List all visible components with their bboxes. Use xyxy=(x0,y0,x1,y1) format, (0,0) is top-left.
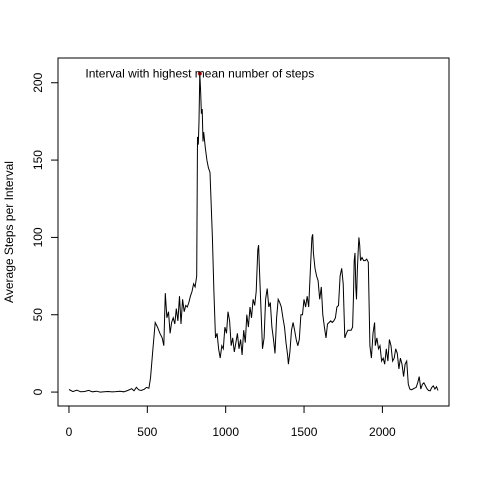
plot-frame xyxy=(57,57,450,407)
y-tick-label-0: 0 xyxy=(31,388,45,395)
max-annotation-label: Interval with highest mean number of ste… xyxy=(85,66,314,80)
y-tick-label-2: 100 xyxy=(31,227,45,247)
x-tick-label-2: 1000 xyxy=(212,425,239,439)
x-tick-label-1: 500 xyxy=(137,425,157,439)
series-line xyxy=(68,73,439,393)
y-tick-label-1: 50 xyxy=(31,308,45,322)
x-tick-label-4: 2000 xyxy=(369,425,396,439)
axes-layer: 0 500 1000 1500 2000 0 50 100 150 200 xyxy=(31,72,396,439)
y-axis-label: Average Steps per Interval xyxy=(2,161,16,303)
y-tick-label-4: 200 xyxy=(31,72,45,92)
x-tick-label-0: 0 xyxy=(66,425,73,439)
annotation-layer: Interval with highest mean number of ste… xyxy=(85,66,314,80)
x-tick-label-3: 1500 xyxy=(291,425,318,439)
max-point-marker xyxy=(197,71,202,76)
y-tick-label-3: 150 xyxy=(31,150,45,170)
